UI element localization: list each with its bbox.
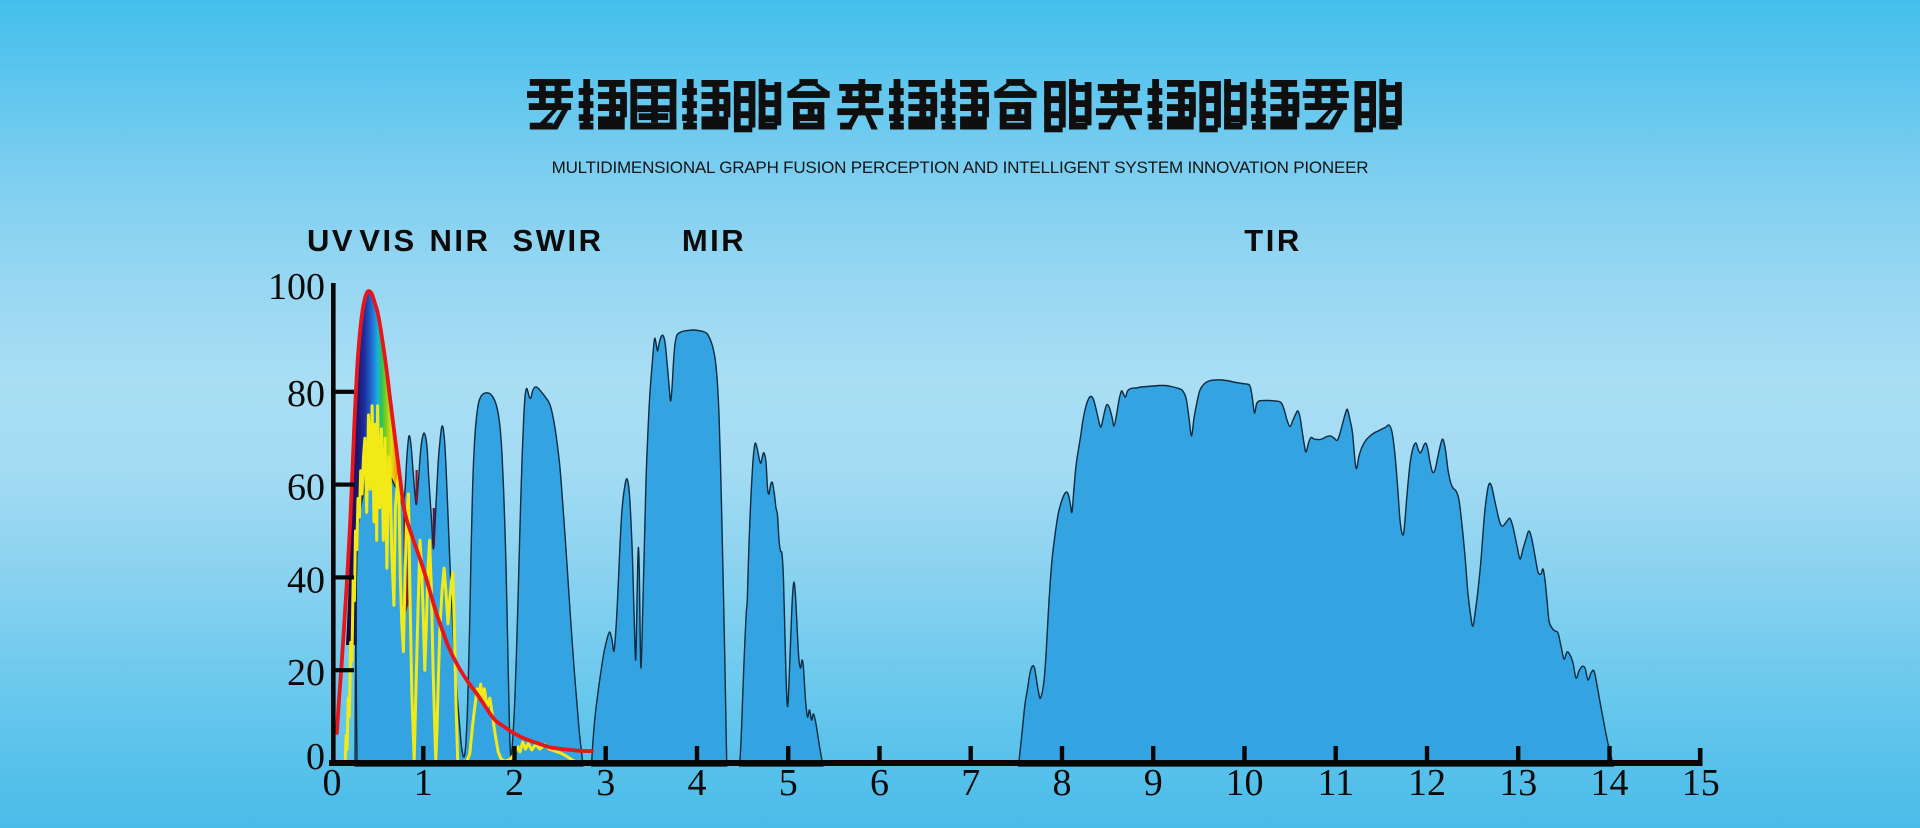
- svg-text:VIS: VIS: [359, 223, 416, 258]
- svg-text:20: 20: [287, 652, 325, 694]
- svg-text:0: 0: [306, 736, 325, 778]
- svg-text:15: 15: [1682, 762, 1720, 804]
- svg-text:60: 60: [287, 467, 325, 509]
- svg-text:6: 6: [870, 762, 889, 804]
- svg-text:9: 9: [1144, 762, 1163, 804]
- svg-text:UV: UV: [307, 223, 355, 258]
- svg-text:40: 40: [287, 559, 325, 601]
- svg-text:8: 8: [1053, 762, 1072, 804]
- svg-text:4: 4: [688, 762, 707, 804]
- svg-text:MULTIDIMENSIONAL GRAPH FUSION: MULTIDIMENSIONAL GRAPH FUSION PERCEPTION…: [552, 158, 1369, 177]
- svg-text:TIR: TIR: [1244, 223, 1301, 258]
- svg-text:5: 5: [779, 762, 798, 804]
- svg-text:100: 100: [268, 266, 325, 308]
- svg-text:12: 12: [1408, 762, 1446, 804]
- svg-text:0: 0: [323, 762, 342, 804]
- svg-text:7: 7: [961, 762, 980, 804]
- svg-text:1: 1: [414, 762, 433, 804]
- svg-text:3: 3: [596, 762, 615, 804]
- svg-text:13: 13: [1499, 762, 1537, 804]
- svg-text:10: 10: [1226, 762, 1264, 804]
- svg-text:NIR: NIR: [430, 223, 491, 258]
- svg-text:11: 11: [1318, 762, 1355, 804]
- svg-text:2: 2: [505, 762, 524, 804]
- svg-text:14: 14: [1591, 762, 1629, 804]
- svg-text:MIR: MIR: [682, 223, 746, 258]
- svg-text:80: 80: [287, 373, 325, 415]
- svg-text:SWIR: SWIR: [513, 223, 604, 258]
